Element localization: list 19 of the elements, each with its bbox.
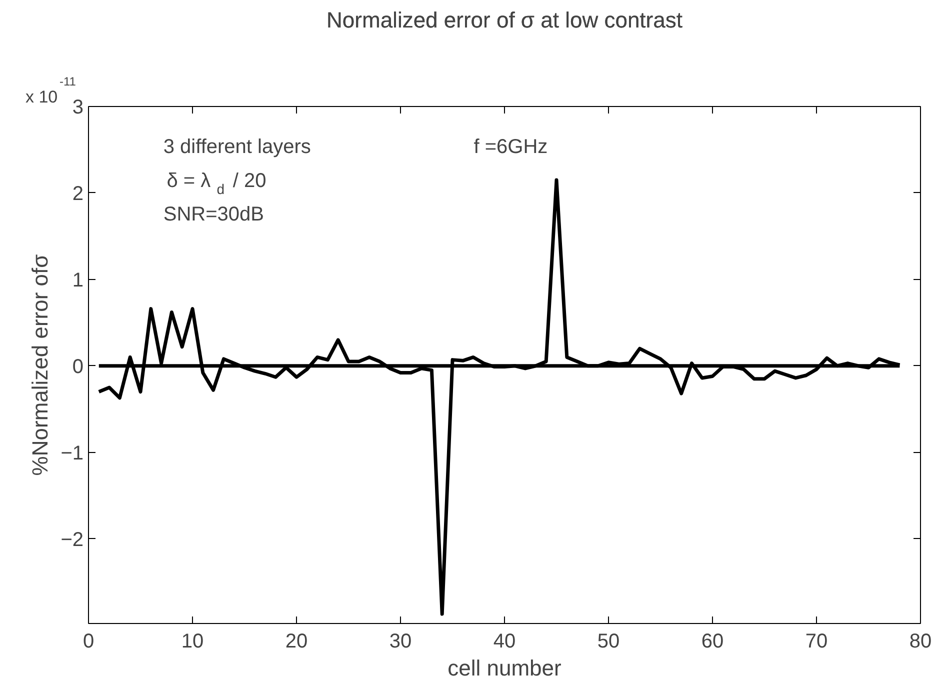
chart-title: Normalized error of σ at low contrast	[326, 8, 682, 32]
x-tick-label: 40	[493, 630, 516, 652]
y-tick-label: 2	[72, 182, 84, 205]
x-tick-label: 80	[909, 630, 932, 652]
y-tick-label: 1	[72, 269, 84, 292]
x-tick-label: 20	[285, 630, 308, 652]
annotation: SNR=30dB	[163, 203, 264, 226]
x-tick-label: 10	[181, 630, 204, 652]
y-tick-label: −2	[60, 528, 84, 551]
x-axis-title: cell number	[448, 656, 562, 680]
y-tick-label: 0	[72, 356, 84, 378]
x-tick-label: 70	[805, 630, 828, 652]
annotation: f =6GHz	[474, 136, 548, 158]
y-tick-label: −1	[60, 442, 84, 464]
annotation: 3 different layers	[163, 136, 311, 158]
x-tick-label: 50	[597, 630, 620, 652]
x-tick-label: 60	[701, 630, 724, 652]
y-axis-title: %Normalized error ofσ	[28, 254, 53, 476]
x-tick-label: 30	[389, 630, 412, 652]
